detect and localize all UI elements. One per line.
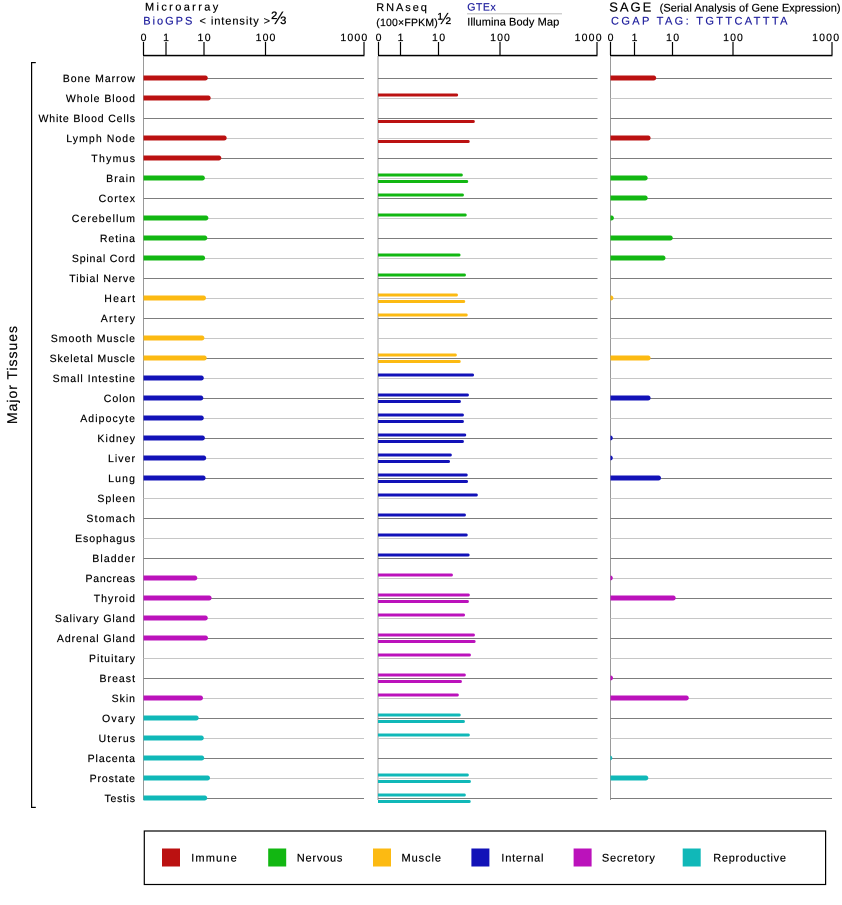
svg-text:1000: 1000 bbox=[812, 32, 839, 44]
svg-text:Illumina Body Map: Illumina Body Map bbox=[467, 17, 559, 29]
svg-text:10: 10 bbox=[197, 32, 210, 44]
svg-text:Prostate: Prostate bbox=[90, 773, 136, 785]
svg-text:Retina: Retina bbox=[100, 233, 135, 245]
svg-text:Heart: Heart bbox=[104, 293, 135, 305]
svg-text:Lymph Node: Lymph Node bbox=[66, 133, 135, 145]
svg-text:Ovary: Ovary bbox=[102, 713, 136, 725]
svg-text:Immune: Immune bbox=[191, 853, 237, 865]
svg-text:Major Tissues: Major Tissues bbox=[4, 326, 20, 424]
svg-text:Adrenal Gland: Adrenal Gland bbox=[57, 633, 135, 645]
svg-text:BioGPS: BioGPS bbox=[143, 16, 192, 28]
svg-text:Esophagus: Esophagus bbox=[75, 533, 135, 545]
svg-text:Kidney: Kidney bbox=[97, 433, 135, 445]
svg-text:Whole Blood: Whole Blood bbox=[66, 93, 135, 105]
svg-text:100: 100 bbox=[256, 32, 276, 44]
svg-text:Stomach: Stomach bbox=[86, 513, 135, 525]
svg-text:Cerebellum: Cerebellum bbox=[72, 213, 135, 225]
svg-text:10: 10 bbox=[666, 32, 679, 44]
svg-text:1: 1 bbox=[632, 32, 638, 44]
svg-text:Colon: Colon bbox=[104, 393, 135, 405]
svg-text:Muscle: Muscle bbox=[402, 853, 442, 865]
svg-text:Uterus: Uterus bbox=[99, 733, 135, 745]
svg-text:SAGE: SAGE bbox=[609, 0, 651, 15]
svg-text:Placenta: Placenta bbox=[88, 753, 136, 765]
svg-text:10: 10 bbox=[432, 32, 445, 44]
svg-text:0: 0 bbox=[376, 32, 382, 44]
svg-text:(100×FPKM): (100×FPKM) bbox=[376, 17, 438, 29]
svg-text:Adipocyte: Adipocyte bbox=[80, 413, 135, 425]
svg-text:Brain: Brain bbox=[106, 173, 135, 185]
svg-text:White Blood Cells: White Blood Cells bbox=[39, 113, 136, 125]
svg-text:⅔: ⅔ bbox=[271, 8, 286, 28]
svg-text:0: 0 bbox=[141, 32, 147, 44]
svg-text:Bone Marrow: Bone Marrow bbox=[63, 73, 136, 85]
svg-text:1: 1 bbox=[163, 32, 169, 44]
svg-text:Skeletal Muscle: Skeletal Muscle bbox=[50, 353, 136, 365]
svg-text:< intensity >: < intensity > bbox=[200, 15, 271, 27]
svg-text:Pituitary: Pituitary bbox=[89, 653, 136, 665]
svg-text:Tibial Nerve: Tibial Nerve bbox=[69, 273, 135, 285]
svg-text:Small Intestine: Small Intestine bbox=[53, 373, 136, 385]
svg-text:Spleen: Spleen bbox=[97, 493, 135, 505]
svg-text:Spinal Cord: Spinal Cord bbox=[72, 253, 135, 265]
svg-text:Secretory: Secretory bbox=[602, 853, 656, 865]
svg-text:Bladder: Bladder bbox=[92, 553, 135, 565]
svg-text:Salivary Gland: Salivary Gland bbox=[55, 613, 135, 625]
svg-text:1000: 1000 bbox=[340, 32, 367, 44]
svg-text:Lung: Lung bbox=[108, 473, 135, 485]
svg-text:Breast: Breast bbox=[100, 673, 136, 685]
svg-text:GTEx: GTEx bbox=[467, 2, 496, 14]
svg-text:Skin: Skin bbox=[112, 693, 136, 705]
svg-text:Liver: Liver bbox=[108, 453, 136, 465]
svg-text:(Serial Analysis of Gene Expre: (Serial Analysis of Gene Expression) bbox=[660, 3, 841, 15]
svg-text:100: 100 bbox=[490, 32, 510, 44]
svg-text:Reproductive: Reproductive bbox=[713, 853, 786, 865]
svg-text:100: 100 bbox=[723, 32, 743, 44]
svg-text:Smooth Muscle: Smooth Muscle bbox=[51, 333, 135, 345]
svg-text:Thyroid: Thyroid bbox=[94, 593, 135, 605]
svg-text:Thymus: Thymus bbox=[91, 153, 135, 165]
svg-text:0: 0 bbox=[608, 32, 614, 44]
svg-text:Cortex: Cortex bbox=[99, 193, 136, 205]
svg-text:½: ½ bbox=[438, 11, 451, 28]
svg-text:Internal: Internal bbox=[501, 853, 543, 865]
svg-text:1: 1 bbox=[398, 32, 404, 44]
svg-text:RNAseq: RNAseq bbox=[376, 2, 427, 14]
svg-text:Pancreas: Pancreas bbox=[86, 573, 136, 585]
svg-text:Artery: Artery bbox=[101, 313, 136, 325]
svg-text:Nervous: Nervous bbox=[297, 853, 343, 865]
svg-text:1000: 1000 bbox=[575, 32, 602, 44]
svg-text:Testis: Testis bbox=[105, 793, 136, 805]
